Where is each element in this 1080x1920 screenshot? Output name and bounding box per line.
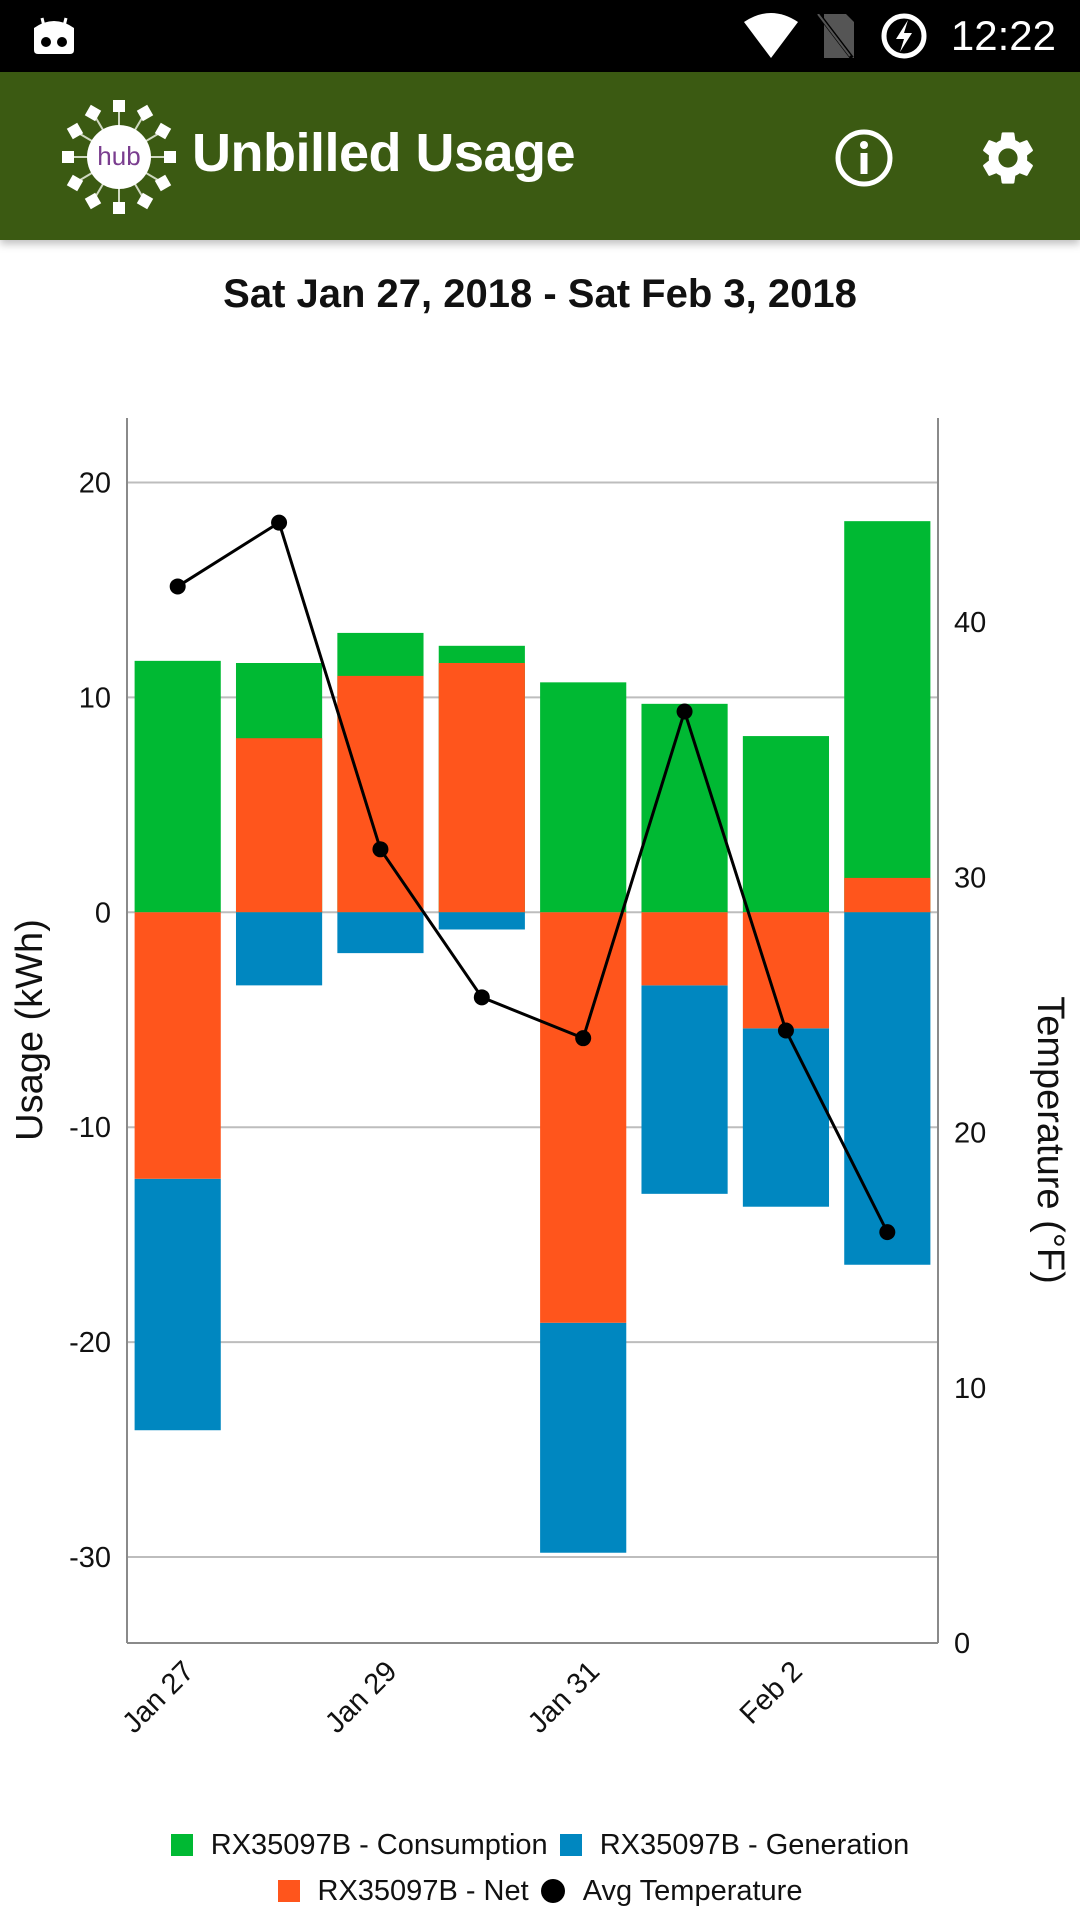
bar-generation: [134, 1178, 221, 1431]
bar-generation: [742, 1028, 830, 1207]
legend-item-net[interactable]: RX35097B - Net: [277, 1874, 529, 1908]
legend-item-consumption[interactable]: RX35097B - Consumption: [170, 1828, 548, 1862]
info-icon[interactable]: [834, 128, 894, 188]
bar-generation: [337, 912, 424, 954]
y2-axis-label: Temperature (°F): [1029, 996, 1071, 1284]
temperature-point: [271, 514, 288, 531]
wifi-icon: [744, 13, 798, 58]
bar-generation: [641, 985, 728, 1194]
generation-swatch-icon: [559, 1834, 582, 1856]
y-axis-label: Usage (kWh): [9, 919, 51, 1141]
y2-tick-label: 40: [954, 607, 986, 639]
bar-consumption: [134, 660, 221, 913]
temperature-point: [575, 1030, 592, 1047]
bar-net: [438, 663, 525, 913]
temperature-line: [169, 514, 896, 1241]
y2-tick-label: 20: [954, 1118, 986, 1150]
android-icon: [34, 17, 74, 54]
temperature-point: [372, 841, 389, 858]
legend-label: RX35097B - Net: [317, 1874, 529, 1907]
battery-charging-icon: [881, 13, 927, 59]
consumption-swatch-icon: [170, 1834, 193, 1856]
bar-generation: [540, 1322, 627, 1553]
status-bar: 12:22: [0, 0, 1080, 72]
x-tick-label: Jan 27: [116, 1655, 200, 1739]
app-title: Unbilled Usage: [192, 123, 576, 183]
bar-net: [540, 912, 627, 1323]
legend-label: RX35097B - Consumption: [210, 1828, 548, 1861]
bar-net: [235, 738, 323, 913]
bar-consumption: [844, 521, 931, 913]
app-bar: hub Unbilled Usage: [0, 72, 1080, 240]
bar-generation: [438, 912, 525, 930]
legend-label: Avg Temperature: [582, 1874, 803, 1907]
no-sim-icon: [817, 14, 854, 58]
bar-net: [641, 912, 728, 986]
y-tick-label: -10: [69, 1112, 111, 1144]
bar-net: [742, 912, 830, 1029]
usage-chart: 20 10 0 -10 -20 -30 40 30 20 10 0 Jan 27 Jan 29 Jan 3…: [9, 418, 1071, 1740]
x-tick-label: Jan 29: [319, 1655, 403, 1739]
y2-tick-label: 0: [954, 1628, 970, 1660]
axes: [126, 418, 939, 1644]
hub-logo-icon: hub: [62, 100, 176, 214]
y-tick-label: 10: [79, 682, 111, 714]
status-time: 12:22: [950, 12, 1056, 59]
bar-generation: [844, 912, 931, 1265]
date-range-label: Sat Jan 27, 2018 - Sat Feb 3, 2018: [223, 272, 857, 316]
y2-tick-label: 10: [954, 1373, 986, 1405]
y-tick-label: 20: [79, 467, 111, 499]
legend-row: RX35097B - Net Avg Temperature: [0, 1868, 1080, 1914]
net-swatch-icon: [277, 1880, 300, 1902]
x-tick-label: Feb 2: [734, 1655, 809, 1730]
bar-net: [134, 912, 221, 1179]
bar-consumption: [540, 682, 627, 913]
hub-logo-text: hub: [97, 141, 140, 171]
bar-consumption: [742, 736, 830, 913]
bars: [134, 521, 931, 1553]
legend-item-temperature[interactable]: Avg Temperature: [540, 1874, 803, 1908]
x-tick-label: Jan 31: [522, 1655, 606, 1739]
gear-icon[interactable]: [976, 126, 1040, 190]
bar-generation: [235, 912, 323, 986]
temperature-point: [473, 989, 490, 1006]
y-tick-label: -20: [69, 1327, 111, 1359]
temperature-line-path: [176, 520, 889, 1233]
y-tick-label: -30: [69, 1542, 111, 1574]
temperature-point: [879, 1224, 896, 1241]
bar-net: [844, 877, 931, 913]
temperature-point: [169, 578, 186, 595]
y-tick-label: 0: [95, 897, 111, 929]
bar-net: [337, 675, 424, 913]
legend-row: RX35097B - Consumption RX35097B - Genera…: [0, 1822, 1080, 1868]
legend-label: RX35097B - Generation: [599, 1828, 910, 1861]
legend-item-generation[interactable]: RX35097B - Generation: [559, 1828, 910, 1862]
temperature-point: [676, 703, 693, 720]
temperature-dot-icon: [540, 1879, 565, 1903]
chart-legend: RX35097B - Consumption RX35097B - Genera…: [0, 1822, 1080, 1914]
y2-tick-label: 30: [954, 862, 986, 894]
temperature-point: [777, 1022, 794, 1039]
